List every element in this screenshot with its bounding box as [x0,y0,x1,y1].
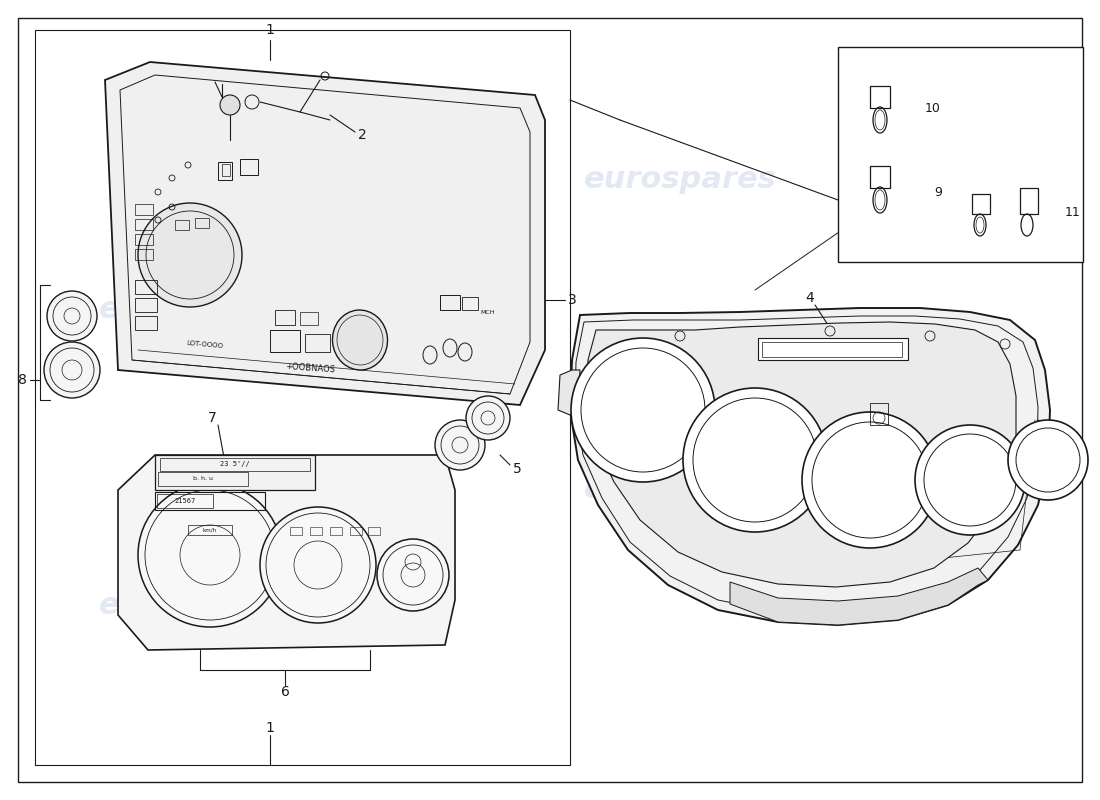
Text: 7: 7 [208,411,217,425]
Bar [135,219,153,230]
Bar [290,527,303,535]
Text: 5: 5 [513,462,521,476]
Bar [135,234,153,245]
Bar [870,86,890,108]
Polygon shape [570,308,1050,625]
Bar [160,458,310,471]
Text: LOT-OOOO: LOT-OOOO [186,341,223,350]
Circle shape [466,396,510,440]
Ellipse shape [332,310,387,370]
Text: 2: 2 [358,128,366,142]
Bar [135,280,157,294]
Polygon shape [1034,420,1052,445]
Text: 8: 8 [18,373,26,387]
Bar [972,194,990,214]
Bar [195,218,209,228]
Circle shape [802,412,938,548]
Text: 4: 4 [805,291,814,305]
Circle shape [138,203,242,307]
Text: 10: 10 [925,102,940,114]
Bar [1020,188,1038,214]
Bar [135,249,153,260]
Bar [300,312,318,325]
Circle shape [377,539,449,611]
Polygon shape [730,568,988,625]
Bar [222,164,230,176]
Text: |: | [224,602,228,607]
Text: 23 5'//: 23 5'// [220,461,250,467]
Text: 1: 1 [265,23,274,37]
Bar [350,527,362,535]
Bar [440,295,460,310]
Circle shape [220,95,240,115]
Bar [157,494,213,508]
Circle shape [915,425,1025,535]
Bar [275,310,295,325]
Text: eurospares: eurospares [584,166,777,194]
Circle shape [683,388,827,532]
Bar [35,30,570,765]
Circle shape [47,291,97,341]
Text: |: | [176,594,182,599]
Text: |: | [239,594,243,599]
Text: eurospares: eurospares [584,475,777,505]
Circle shape [434,420,485,470]
Circle shape [44,342,100,398]
Bar [838,47,1084,262]
Bar [155,455,315,490]
Circle shape [138,483,282,627]
Bar [135,298,157,312]
Bar [368,527,379,535]
Polygon shape [587,322,1016,587]
Bar [870,166,890,188]
Bar [155,492,265,510]
Text: 9: 9 [934,186,942,198]
Bar [870,403,888,425]
Text: 6: 6 [280,685,289,699]
Bar [175,220,189,230]
Bar [158,472,248,486]
Bar [305,334,330,352]
Text: +OOBNAOS: +OOBNAOS [285,362,336,374]
Bar [135,316,157,330]
Bar [310,527,322,535]
Text: 3: 3 [568,293,576,307]
Text: eurospares: eurospares [99,295,292,325]
Text: |: | [191,602,196,607]
Bar [330,527,342,535]
Polygon shape [558,370,580,415]
Text: 21567: 21567 [175,498,196,504]
Text: b. h. u: b. h. u [192,477,213,482]
Text: |: | [165,582,170,587]
Text: 11: 11 [1065,206,1081,219]
Bar [135,204,153,215]
Bar [270,330,300,352]
Text: eurospares: eurospares [99,590,292,619]
Bar [188,525,232,535]
Circle shape [260,507,376,623]
Text: MCH: MCH [480,310,495,314]
Polygon shape [104,62,544,405]
Circle shape [571,338,715,482]
Text: |: | [250,582,255,587]
Circle shape [1008,420,1088,500]
Text: km/h: km/h [202,527,217,533]
Bar [462,297,478,310]
Text: 1: 1 [265,721,274,735]
Bar [218,162,232,180]
Bar [758,338,908,360]
Bar [762,342,902,357]
Polygon shape [118,455,455,650]
Text: |: | [209,604,211,610]
Bar [240,159,258,175]
